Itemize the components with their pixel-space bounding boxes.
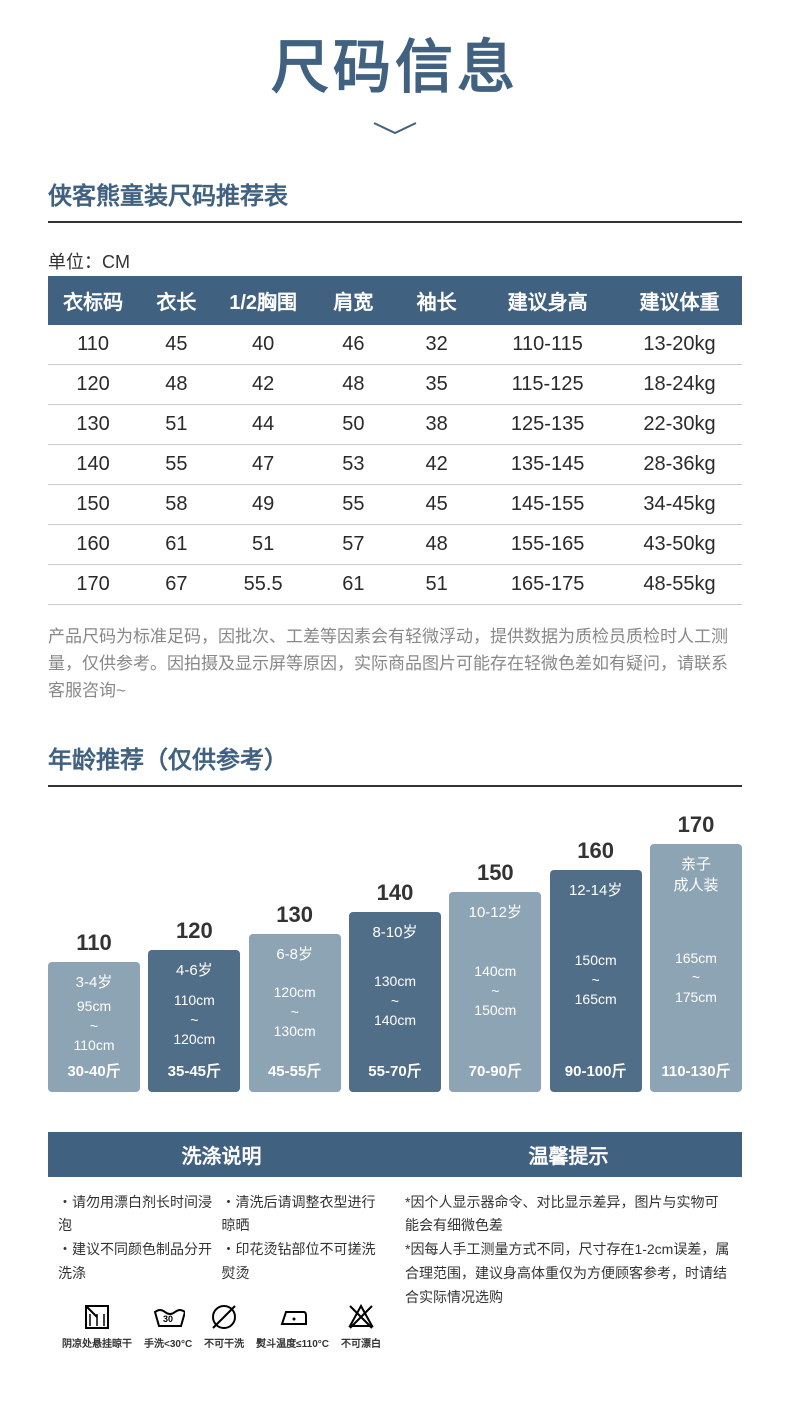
bar-age: 6-8岁: [276, 944, 313, 965]
hang-dry-icon: 阴凉处悬挂晾干: [62, 1300, 132, 1353]
bar-height-range: 150cm~165cm: [575, 951, 617, 1010]
tips-title: 温馨提示: [395, 1132, 742, 1177]
wash-bullet: ・印花烫钻部位不可搓洗熨烫: [222, 1238, 386, 1286]
iron-110-icon: 熨斗温度≤110°C: [256, 1300, 329, 1353]
bar-size-label: 130: [276, 902, 313, 928]
table-row: 1706755.56151165-17548-55kg: [48, 565, 742, 605]
age-bar: 120 4-6岁 110cm~120cm 35-45斤: [148, 918, 240, 1092]
bar-height-range: 120cm~130cm: [274, 983, 316, 1042]
table-header: 衣长: [138, 276, 214, 325]
bar-weight: 30-40斤: [67, 1061, 120, 1082]
bar-age: 10-12岁: [469, 902, 522, 923]
table-row: 16061515748155-16543-50kg: [48, 525, 742, 565]
wash-instructions-box: 洗涤说明 ・请勿用漂白剂长时间浸泡・清洗后请调整衣型进行晾晒・建议不同颜色制品分…: [48, 1132, 395, 1367]
bar-age: 8-10岁: [372, 922, 417, 943]
table-row: 12048424835115-12518-24kg: [48, 365, 742, 405]
bar-weight: 45-55斤: [268, 1061, 321, 1082]
bar-height-range: 130cm~140cm: [374, 972, 416, 1031]
table-row: 14055475342135-14528-36kg: [48, 445, 742, 485]
svg-text:30: 30: [163, 1314, 173, 1324]
table-header: 衣标码: [48, 276, 138, 325]
bar-size-label: 120: [176, 918, 213, 944]
bar-age: 4-6岁: [176, 960, 213, 981]
wash-title: 洗涤说明: [48, 1132, 395, 1177]
bar-weight: 35-45斤: [168, 1061, 221, 1082]
table-header: 建议身高: [478, 276, 617, 325]
age-bar: 170 亲子成人装 165cm~175cm 110-130斤: [650, 812, 742, 1092]
table-row: 11045404632110-11513-20kg: [48, 325, 742, 365]
table-header: 袖长: [395, 276, 478, 325]
bar-age: 3-4岁: [76, 972, 113, 993]
bar-weight: 90-100斤: [565, 1061, 627, 1082]
table-row: 15058495545145-15534-45kg: [48, 485, 742, 525]
no-dryclean-icon: 不可干洗: [204, 1300, 244, 1353]
bar-height-range: 165cm~175cm: [675, 949, 717, 1008]
wash-bullet: ・清洗后请调整衣型进行晾晒: [222, 1191, 386, 1239]
bar-size-label: 110: [76, 930, 112, 956]
size-table-title: 侠客熊童装尺码推荐表: [48, 176, 742, 211]
wash-30-icon: 30手洗<30°C: [144, 1300, 192, 1353]
bar-size-label: 170: [678, 812, 715, 838]
bar-height-range: 95cm~110cm: [74, 997, 115, 1056]
table-header: 肩宽: [312, 276, 395, 325]
no-bleach-icon: 不可漂白: [341, 1300, 381, 1353]
wash-bullet: ・请勿用漂白剂长时间浸泡: [58, 1191, 222, 1239]
wash-bullet: ・建议不同颜色制品分开洗涤: [58, 1238, 222, 1286]
bar-age: 亲子成人装: [673, 854, 718, 896]
bar-size-label: 150: [477, 860, 514, 886]
divider: [48, 785, 742, 787]
table-header: 建议体重: [617, 276, 742, 325]
tip-line: *因个人显示器命令、对比显示差异，图片与实物可能会有细微色差: [405, 1191, 732, 1239]
bar-height-range: 140cm~150cm: [474, 962, 516, 1021]
age-bar: 150 10-12岁 140cm~150cm 70-90斤: [449, 860, 541, 1092]
table-header: 1/2胸围: [215, 276, 312, 325]
bar-age: 12-14岁: [569, 880, 622, 901]
unit-label: 单位：CM: [48, 248, 742, 274]
age-bar: 110 3-4岁 95cm~110cm 30-40斤: [48, 930, 140, 1092]
age-bar: 160 12-14岁 150cm~165cm 90-100斤: [550, 838, 642, 1092]
bar-size-label: 160: [577, 838, 614, 864]
table-row: 13051445038125-13522-30kg: [48, 405, 742, 445]
bar-weight: 70-90斤: [469, 1061, 522, 1082]
age-section-title: 年龄推荐（仅供参考）: [48, 740, 742, 775]
size-table: 衣标码衣长1/2胸围肩宽袖长建议身高建议体重 11045404632110-11…: [48, 276, 742, 605]
age-bar: 140 8-10岁 130cm~140cm 55-70斤: [349, 880, 441, 1092]
bar-weight: 110-130斤: [661, 1061, 730, 1082]
bar-weight: 55-70斤: [368, 1061, 421, 1082]
age-bar-chart: 110 3-4岁 95cm~110cm 30-40斤 120 4-6岁 110cm~120c…: [48, 812, 742, 1092]
table-footnote: 产品尺码为标准足码，因批次、工差等因素会有轻微浮动，提供数据为质检员质检时人工测…: [48, 623, 742, 705]
tip-line: *因每人手工测量方式不同，尺寸存在1-2cm误差，属合理范围，建议身高体重仅为方…: [405, 1238, 732, 1309]
divider: [48, 221, 742, 223]
bar-size-label: 140: [377, 880, 414, 906]
age-bar: 130 6-8岁 120cm~130cm 45-55斤: [249, 902, 341, 1092]
bar-height-range: 110cm~120cm: [173, 991, 215, 1050]
chevron-down-icon: [0, 114, 790, 146]
tips-box: 温馨提示 *因个人显示器命令、对比显示差异，图片与实物可能会有细微色差*因每人手…: [395, 1132, 742, 1367]
page-title: 尺码信息: [0, 20, 790, 104]
